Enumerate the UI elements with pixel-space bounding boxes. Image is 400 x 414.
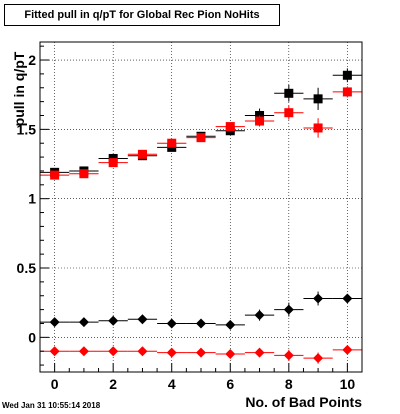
data-point <box>196 318 206 329</box>
data-point <box>342 87 352 97</box>
data-point <box>108 158 118 168</box>
y-tick-label: 0 <box>28 329 36 345</box>
x-tick-label: 0 <box>51 376 59 392</box>
data-point <box>225 122 235 132</box>
data-series <box>40 68 362 364</box>
data-point <box>284 88 294 98</box>
data-point <box>166 347 177 358</box>
series-group <box>40 291 362 330</box>
data-point <box>49 346 60 357</box>
data-point <box>137 149 147 159</box>
data-point <box>78 317 89 328</box>
data-point <box>167 138 177 148</box>
data-point <box>196 347 206 358</box>
x-tick-label: 10 <box>340 376 356 392</box>
y-tick-label: 1 <box>28 191 36 207</box>
data-point <box>78 346 89 357</box>
data-point <box>50 170 60 180</box>
data-point <box>313 353 324 364</box>
data-point <box>254 310 265 321</box>
data-point <box>284 108 294 118</box>
data-point <box>254 347 265 358</box>
chart-title: Fitted pull in q/pT for Global Rec Pion … <box>4 4 280 26</box>
data-point <box>225 348 236 359</box>
series-group <box>40 68 362 177</box>
data-point <box>313 123 323 133</box>
y-tick-label: 0.5 <box>17 260 37 276</box>
x-tick-label: 2 <box>109 376 117 392</box>
x-tick-label: 8 <box>285 376 293 392</box>
data-point <box>342 344 353 355</box>
series-group <box>40 86 362 180</box>
data-point <box>283 350 294 361</box>
data-point <box>79 169 89 179</box>
y-axis-label: pull in q/pT <box>11 51 27 127</box>
x-axis-label: No. of Bad Points <box>245 394 362 410</box>
data-point <box>108 315 119 326</box>
y-tick-label: 1.5 <box>17 121 37 137</box>
data-point <box>196 133 206 143</box>
timestamp: Wed Jan 31 10:55:14 2018 <box>2 401 101 410</box>
data-point <box>137 346 148 357</box>
data-point <box>342 293 353 304</box>
data-point <box>255 116 265 126</box>
x-tick-label: 4 <box>168 376 176 392</box>
data-point <box>49 317 60 328</box>
axis-ticks: 0 2 4 6 8 10 0 0.5 1 1.5 2 <box>17 45 363 392</box>
data-point <box>166 318 177 329</box>
data-point <box>225 319 236 330</box>
data-point <box>108 346 119 357</box>
data-point <box>342 70 352 80</box>
data-point <box>283 304 294 315</box>
x-tick-label: 6 <box>226 376 234 392</box>
series-group <box>40 344 362 364</box>
data-point <box>137 314 148 325</box>
data-point <box>313 293 324 304</box>
data-point <box>313 94 323 104</box>
y-tick-label: 2 <box>28 52 36 68</box>
